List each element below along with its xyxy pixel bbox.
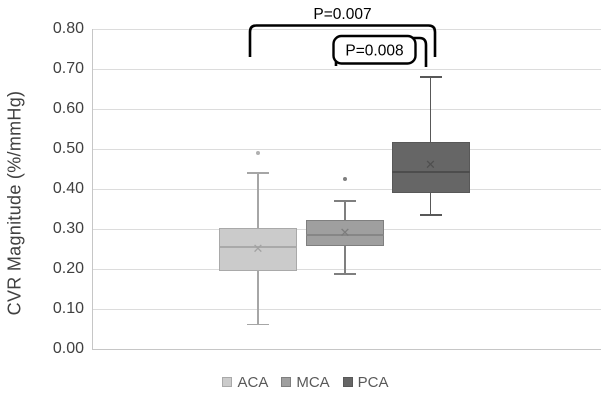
y-axis-line <box>92 29 93 349</box>
gridline <box>92 108 601 110</box>
whisker-lower-cap <box>419 214 442 216</box>
legend-swatch-icon <box>342 377 353 387</box>
mean-marker: ✕ <box>425 156 436 172</box>
whisker-upper-stem <box>429 76 432 142</box>
gridline <box>92 348 601 350</box>
y-tick-label: 0.40 <box>52 179 84 197</box>
whisker-lower-stem <box>344 245 346 274</box>
gridline <box>92 308 601 310</box>
outlier-point <box>343 176 347 181</box>
box-pca <box>391 141 470 193</box>
legend-swatch-icon <box>222 377 233 387</box>
y-tick-label: 0.60 <box>52 99 84 117</box>
median-line <box>219 246 297 249</box>
median-line <box>306 234 384 237</box>
y-tick-label: 0.00 <box>52 339 84 357</box>
whisker-upper-cap <box>419 76 442 78</box>
gridline <box>92 268 601 270</box>
legend-swatch-icon <box>281 377 292 387</box>
y-tick-label: 0.20 <box>52 259 84 277</box>
gridline <box>92 188 601 190</box>
gridline <box>92 29 601 30</box>
whisker-lower-stem <box>257 271 259 325</box>
box-aca <box>219 227 297 272</box>
outlier-point <box>256 151 260 156</box>
whisker-upper-stem <box>344 201 346 221</box>
mean-marker: ✕ <box>252 241 264 257</box>
whisker-lower-cap <box>247 323 269 326</box>
whisker-lower-stem <box>429 192 432 216</box>
legend-label: ACA <box>237 373 269 391</box>
y-tick-label: 0.70 <box>52 59 84 77</box>
median-line <box>391 170 470 173</box>
whisker-upper-cap <box>334 200 356 202</box>
legend-item-aca: ACA <box>222 374 268 391</box>
legend-label: PCA <box>357 373 389 391</box>
y-tick-label: 0.30 <box>52 219 84 237</box>
mean-marker: ✕ <box>339 224 351 240</box>
y-tick-label: 0.50 <box>52 139 84 157</box>
box-mca <box>306 220 384 246</box>
whisker-upper-stem <box>257 172 259 228</box>
whisker-lower-cap <box>334 273 356 275</box>
legend-item-mca: MCA <box>281 373 330 391</box>
whisker-upper-cap <box>247 172 269 174</box>
legend: ACA MCA PCA <box>0 369 611 395</box>
y-tick-label: 0.10 <box>52 299 84 317</box>
gridline <box>92 68 601 70</box>
y-tick-label: 0.80 <box>52 20 84 37</box>
legend-label: MCA <box>296 373 330 391</box>
legend-item-pca: PCA <box>342 373 389 391</box>
gridline <box>92 148 601 150</box>
